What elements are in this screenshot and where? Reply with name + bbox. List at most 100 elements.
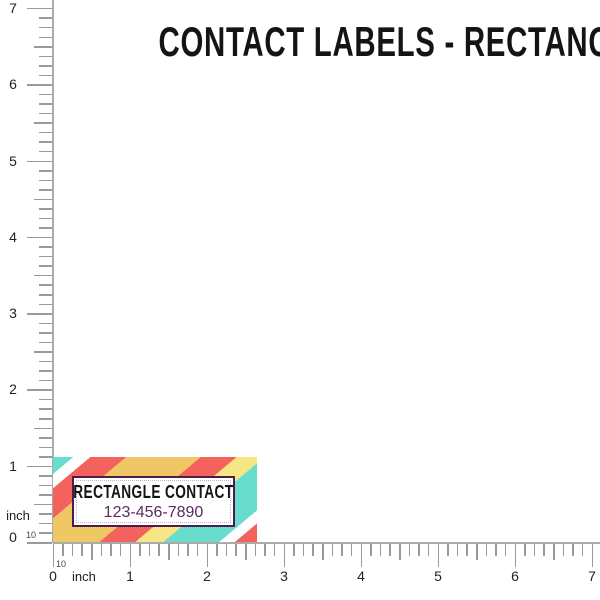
v-ruler-origin: 0 xyxy=(9,529,17,545)
h-ruler-tick xyxy=(418,544,420,556)
h-ruler-tick xyxy=(456,544,459,556)
h-ruler-tick xyxy=(293,544,295,556)
v-ruler-number: 1 xyxy=(9,457,17,474)
v-ruler-tick xyxy=(39,360,52,363)
h-ruler-tick xyxy=(245,544,247,560)
h-ruler-tick xyxy=(62,544,64,556)
v-ruler-tick xyxy=(39,217,52,220)
h-ruler-tick xyxy=(177,544,180,556)
v-ruler-tick xyxy=(39,179,52,182)
v-ruler-tick xyxy=(27,465,52,468)
v-ruler-tick xyxy=(34,122,52,124)
v-ruler-tick xyxy=(27,389,52,391)
h-ruler-tick xyxy=(235,544,237,556)
v-ruler-tick xyxy=(39,170,52,172)
page-title-text: CONTACT LABELS - RECTANGLE xyxy=(158,18,600,65)
v-ruler-tick xyxy=(39,418,52,420)
h-ruler-tick xyxy=(389,544,391,556)
v-ruler-tick xyxy=(39,341,52,344)
h-ruler-tick xyxy=(341,544,343,556)
h-ruler-tick xyxy=(399,544,401,560)
v-ruler-tick xyxy=(39,284,52,286)
v-ruler-tick xyxy=(34,198,52,201)
v-ruler-tick xyxy=(39,265,52,267)
h-ruler-tick xyxy=(225,544,228,556)
v-ruler-tick xyxy=(39,408,52,410)
label-name-text: RECTANGLE CONTACT xyxy=(73,481,234,502)
v-ruler-tick xyxy=(34,351,52,353)
v-ruler-tick xyxy=(27,84,52,86)
h-ruler-tick xyxy=(312,544,314,556)
v-ruler-number: 6 xyxy=(9,76,17,93)
v-ruler-tick xyxy=(39,513,52,515)
h-ruler-tick xyxy=(562,544,565,556)
v-ruler-unit-label: inch xyxy=(6,508,30,523)
v-ruler-tick xyxy=(27,313,52,315)
v-ruler-tick xyxy=(39,446,52,449)
h-ruler-tick xyxy=(168,544,170,560)
v-ruler-tick xyxy=(39,532,52,534)
v-ruler-tick xyxy=(39,74,52,77)
h-ruler-tick xyxy=(524,544,526,556)
h-ruler-tick xyxy=(91,544,93,560)
v-ruler-tick xyxy=(39,112,52,115)
h-ruler-tick xyxy=(254,544,257,556)
h-ruler-tick xyxy=(139,544,141,556)
h-ruler-tick xyxy=(370,544,372,556)
h-ruler-tick xyxy=(71,544,74,556)
v-ruler-tick xyxy=(39,303,52,306)
h-ruler-tick xyxy=(485,544,488,556)
v-ruler-tick xyxy=(39,456,52,458)
h-ruler-tick xyxy=(572,544,574,556)
v-ruler-number: 3 xyxy=(9,305,17,322)
h-ruler-tick xyxy=(264,544,266,556)
label-text-box: RECTANGLE CONTACT 123-456-7890 xyxy=(72,476,235,527)
v-ruler-tick xyxy=(39,103,52,105)
h-ruler-tick xyxy=(187,544,189,556)
h-ruler-tick xyxy=(196,544,199,556)
h-ruler-tick xyxy=(581,544,584,556)
h-ruler-number: 1 xyxy=(126,568,134,584)
h-ruler-tick xyxy=(100,544,103,556)
v-ruler-tick xyxy=(39,17,52,19)
h-ruler-tick xyxy=(533,544,536,556)
h-ruler-tick xyxy=(322,544,324,560)
h-ruler-tick xyxy=(119,544,122,556)
v-ruler-tick xyxy=(27,160,52,162)
horizontal-ruler: 0 1 2 3 4 5 6 7 inch 10 xyxy=(49,542,600,600)
h-ruler-tick xyxy=(283,544,285,567)
v-ruler-tick xyxy=(39,370,52,372)
v-ruler-number: 2 xyxy=(9,381,17,398)
v-ruler-tick xyxy=(39,26,52,29)
h-ruler-tick xyxy=(543,544,545,556)
v-ruler-tick xyxy=(39,208,52,210)
h-ruler-tick xyxy=(427,544,430,556)
h-ruler-tick xyxy=(158,544,160,556)
h-ruler-tick xyxy=(466,544,468,556)
v-ruler-tick xyxy=(39,246,52,248)
h-ruler-tick xyxy=(148,544,151,556)
h-ruler-tick xyxy=(504,544,507,556)
h-ruler-tick xyxy=(81,544,83,556)
h-ruler-tick xyxy=(273,544,276,556)
v-ruler-tick xyxy=(27,542,52,544)
label-phone-text: 123-456-7890 xyxy=(103,503,204,521)
h-ruler-tick xyxy=(447,544,449,556)
h-ruler-number: 2 xyxy=(203,568,211,584)
v-ruler-tick xyxy=(39,379,52,382)
v-ruler-tick xyxy=(27,236,52,239)
v-ruler-tick xyxy=(39,189,52,191)
h-ruler-tick xyxy=(514,544,516,567)
h-ruler-tick xyxy=(495,544,497,556)
v-ruler-tick xyxy=(39,494,52,496)
v-ruler-number: 7 xyxy=(9,0,17,16)
h-ruler-tick xyxy=(476,544,478,560)
page-title: CONTACT LABELS - RECTANGLE xyxy=(53,20,600,64)
h-ruler-number: 3 xyxy=(280,568,288,584)
v-ruler-tick xyxy=(34,46,52,48)
h-ruler-tick xyxy=(216,544,218,556)
v-ruler-tick xyxy=(39,150,52,153)
h-ruler-number: 7 xyxy=(588,568,596,584)
v-ruler-tick xyxy=(39,141,52,143)
